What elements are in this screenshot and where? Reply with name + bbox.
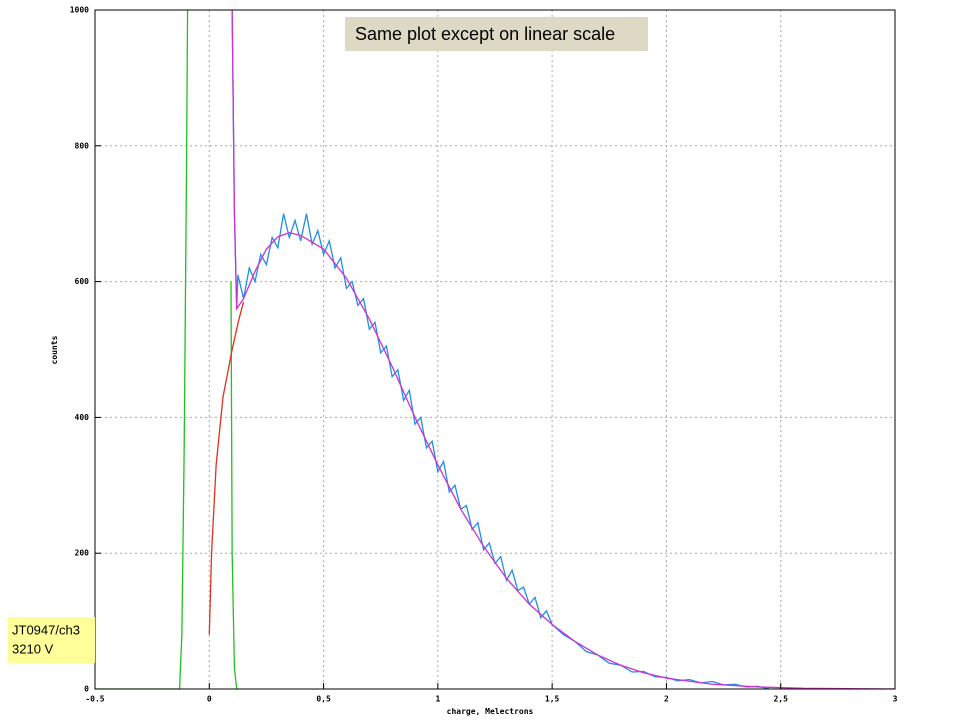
note-box [345,17,648,51]
x-tick-label: 3 [893,695,898,704]
grid [94,9,896,690]
y-tick-label: 400 [75,413,90,422]
data-line [231,10,895,689]
x-tick-label: 0,5 [316,695,331,704]
plot-area [95,10,895,689]
y-tick-label: 200 [75,549,90,558]
y-tick-label: 800 [75,141,90,150]
y-tick-label: 600 [75,277,90,286]
x-tick-label: 0 [207,695,212,704]
x-axis-label: charge, Melectrons [447,707,534,716]
y-tick-label: 0 [84,685,89,694]
x-tick-label: 1,5 [545,695,560,704]
x-tick-label: 2,5 [773,695,788,704]
x-tick-label: -0.5 [85,695,104,704]
x-tick-label: 1 [435,695,440,704]
data-line [95,10,238,689]
label-box [8,617,95,663]
data-line [208,301,245,635]
label-line: 3210 V [12,641,54,656]
plot-frame [94,9,896,690]
y-tick-label: 1000 [70,6,89,15]
x-tick-label: 2 [664,695,669,704]
label-line: JT0947/ch3 [12,622,80,637]
y-axis-label: counts [50,335,59,364]
data-line [231,10,770,689]
note: Same plot except on linear scale [355,24,615,44]
